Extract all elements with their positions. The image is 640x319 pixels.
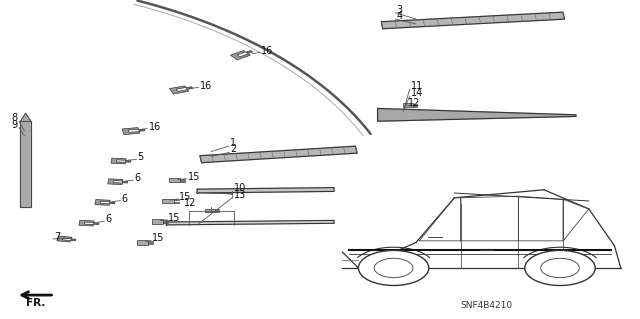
Text: 6: 6 <box>134 173 141 183</box>
Polygon shape <box>170 86 189 94</box>
Text: 7: 7 <box>54 232 61 242</box>
Text: 15: 15 <box>152 234 164 243</box>
Polygon shape <box>79 220 94 226</box>
Text: 16: 16 <box>148 122 161 132</box>
Polygon shape <box>93 223 99 225</box>
Polygon shape <box>71 239 76 241</box>
Polygon shape <box>125 160 131 162</box>
Text: 4: 4 <box>397 11 403 21</box>
Text: 14: 14 <box>411 88 423 98</box>
Text: 11: 11 <box>411 81 423 91</box>
Text: 6: 6 <box>106 214 112 224</box>
Polygon shape <box>139 129 145 131</box>
Polygon shape <box>200 146 357 163</box>
Polygon shape <box>137 240 148 245</box>
Polygon shape <box>205 209 215 212</box>
Polygon shape <box>163 220 168 221</box>
Text: 15: 15 <box>168 213 180 223</box>
Text: 2: 2 <box>230 145 237 154</box>
Text: 16: 16 <box>200 81 212 91</box>
Text: 12: 12 <box>184 198 196 208</box>
Text: 3: 3 <box>397 5 403 15</box>
Polygon shape <box>246 50 253 54</box>
Polygon shape <box>148 243 153 244</box>
Polygon shape <box>108 179 123 185</box>
Polygon shape <box>215 211 219 212</box>
Text: 15: 15 <box>179 192 191 202</box>
Polygon shape <box>174 202 179 203</box>
Text: 16: 16 <box>261 46 273 56</box>
Text: 8: 8 <box>12 113 18 123</box>
Polygon shape <box>169 178 180 182</box>
Polygon shape <box>57 236 72 242</box>
Polygon shape <box>166 220 334 225</box>
Polygon shape <box>20 121 31 207</box>
Polygon shape <box>163 222 168 223</box>
Polygon shape <box>111 158 126 164</box>
Polygon shape <box>152 219 163 224</box>
Text: SNF4B4210: SNF4B4210 <box>460 301 513 310</box>
Polygon shape <box>163 199 174 203</box>
Text: 10: 10 <box>234 183 246 193</box>
Polygon shape <box>109 202 115 204</box>
Text: 5: 5 <box>138 152 144 162</box>
Text: 1: 1 <box>230 138 237 148</box>
Polygon shape <box>95 200 110 205</box>
Text: 6: 6 <box>122 194 128 204</box>
Polygon shape <box>381 12 564 29</box>
Polygon shape <box>174 199 179 200</box>
Text: FR.: FR. <box>26 298 45 308</box>
Polygon shape <box>20 113 31 121</box>
Polygon shape <box>403 103 413 107</box>
Text: 13: 13 <box>234 190 246 200</box>
Polygon shape <box>378 108 576 121</box>
Polygon shape <box>215 209 219 210</box>
Polygon shape <box>148 241 153 242</box>
Polygon shape <box>186 87 193 89</box>
Polygon shape <box>230 50 250 60</box>
Polygon shape <box>122 181 128 183</box>
Polygon shape <box>180 181 185 182</box>
Circle shape <box>358 250 429 286</box>
Polygon shape <box>180 179 185 180</box>
Polygon shape <box>122 128 140 135</box>
Circle shape <box>525 250 595 286</box>
Text: 9: 9 <box>12 120 18 130</box>
Polygon shape <box>413 106 417 107</box>
Text: 12: 12 <box>408 98 420 108</box>
Polygon shape <box>197 188 334 193</box>
Polygon shape <box>413 104 417 105</box>
Text: 15: 15 <box>188 172 200 182</box>
